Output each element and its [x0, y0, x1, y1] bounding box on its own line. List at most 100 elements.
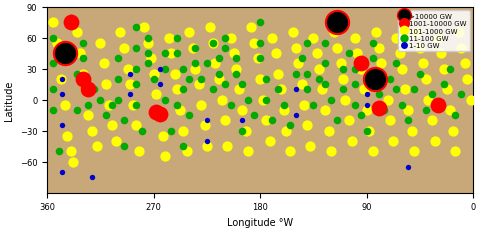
Point	[162, 98, 169, 102]
Point	[322, 42, 329, 46]
Point	[393, 88, 400, 92]
Point	[416, 47, 424, 51]
Point	[165, 37, 173, 40]
Point	[306, 145, 314, 148]
Point	[251, 42, 258, 46]
Point	[398, 67, 406, 71]
Point	[144, 62, 152, 66]
Point	[322, 62, 329, 66]
Point	[49, 21, 57, 25]
Point	[286, 124, 294, 128]
Point	[197, 78, 205, 82]
Point	[76, 52, 84, 56]
Point	[280, 103, 288, 107]
Point	[159, 134, 167, 138]
Point	[304, 73, 312, 76]
Point	[298, 83, 305, 87]
Point	[310, 103, 317, 107]
Point	[292, 114, 300, 117]
Point	[345, 119, 353, 123]
Point	[298, 57, 305, 61]
Point	[446, 109, 454, 112]
Point	[292, 88, 300, 92]
Point	[377, 62, 384, 66]
Point	[322, 109, 329, 112]
Point	[256, 78, 264, 82]
Point	[333, 47, 341, 51]
Point	[53, 42, 60, 46]
Point	[428, 93, 436, 97]
Point	[242, 129, 250, 133]
Point	[457, 47, 465, 51]
Point	[126, 93, 134, 97]
Point	[171, 73, 179, 76]
Point	[357, 62, 365, 66]
Point	[360, 88, 368, 92]
Point	[102, 114, 110, 117]
Point	[114, 57, 122, 61]
Point	[173, 103, 181, 107]
Point	[292, 47, 300, 51]
Point	[105, 103, 112, 107]
Point	[256, 21, 264, 25]
Point	[233, 73, 240, 76]
Point	[428, 119, 436, 123]
Point	[138, 129, 145, 133]
Point	[162, 52, 169, 56]
Point	[386, 78, 394, 82]
Point	[452, 150, 459, 153]
Point	[73, 73, 81, 76]
Point	[422, 78, 430, 82]
Point	[73, 31, 81, 35]
Point	[247, 26, 254, 30]
Point	[140, 26, 148, 30]
Point	[201, 124, 208, 128]
Point	[363, 93, 371, 97]
Point	[144, 42, 152, 46]
Point	[410, 88, 418, 92]
Point	[126, 83, 134, 87]
Point	[318, 88, 325, 92]
Point	[262, 98, 270, 102]
Point	[272, 52, 279, 56]
Point	[185, 78, 193, 82]
Point	[239, 119, 246, 123]
Point	[209, 42, 216, 46]
Point	[266, 140, 274, 143]
Point	[434, 37, 442, 40]
Point	[327, 98, 335, 102]
X-axis label: Longitude °W: Longitude °W	[227, 217, 293, 227]
Point	[185, 114, 193, 117]
Point	[404, 165, 412, 169]
Point	[203, 119, 211, 123]
Point	[203, 145, 211, 148]
Point	[61, 52, 69, 56]
Point	[132, 83, 140, 87]
Point	[268, 119, 276, 123]
Point	[221, 47, 228, 51]
Point	[432, 140, 439, 143]
Point	[393, 37, 400, 40]
Point	[337, 62, 345, 66]
Point	[79, 57, 86, 61]
Point	[327, 150, 335, 153]
Point	[422, 109, 430, 112]
Point	[152, 93, 160, 97]
Point	[239, 109, 246, 112]
Point	[114, 78, 122, 82]
Point	[108, 124, 116, 128]
Point	[180, 145, 187, 148]
Point	[55, 150, 63, 153]
Point	[49, 37, 57, 40]
Point	[310, 37, 317, 40]
Point	[227, 103, 234, 107]
Point	[156, 67, 163, 71]
Point	[168, 52, 175, 56]
Point	[339, 88, 347, 92]
Point	[410, 150, 418, 153]
Point	[369, 42, 376, 46]
Point	[381, 78, 388, 82]
Point	[464, 78, 471, 82]
Point	[58, 78, 65, 82]
Point	[325, 129, 333, 133]
